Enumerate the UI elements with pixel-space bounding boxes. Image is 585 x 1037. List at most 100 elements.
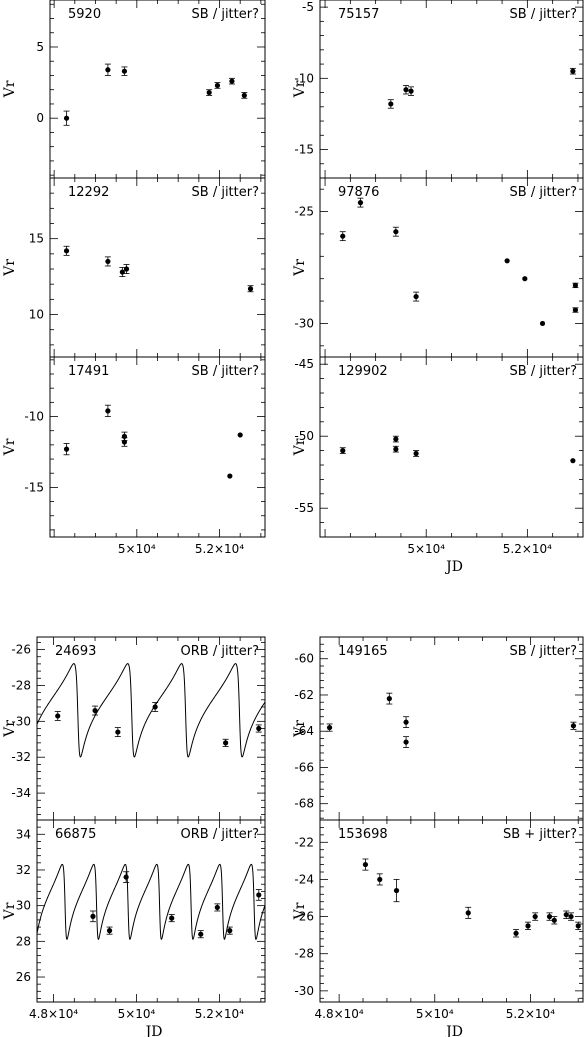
y-axis-label: Vr xyxy=(292,259,308,277)
y-tick-label: -32 xyxy=(11,750,31,764)
data-point xyxy=(403,739,409,745)
y-axis-label: Vr xyxy=(292,80,308,98)
y-tick-label: -28 xyxy=(294,947,314,961)
panel-75157: -5 -10 -15 Vr 75157 SB / jitter? xyxy=(292,0,584,179)
data-point xyxy=(413,293,419,300)
classification-label: ORB / jitter? xyxy=(181,827,260,842)
x-tick-label: 5×10⁴ xyxy=(118,542,156,556)
x-tick-label: 5.2×10⁴ xyxy=(503,542,552,556)
star-id-label: 149165 xyxy=(338,644,388,659)
data-point xyxy=(105,408,111,414)
y-tick-label: -5 xyxy=(302,0,314,14)
classification-label: SB / jitter? xyxy=(192,7,259,22)
data-point xyxy=(106,928,113,934)
y-tick-label: -26 xyxy=(11,643,31,657)
star-id-label: 153698 xyxy=(338,827,388,842)
orbit-curve xyxy=(37,663,265,758)
x-tick-label: 5×10⁴ xyxy=(407,542,445,556)
data-point xyxy=(413,450,419,457)
panel-129902: -45 -50 -55 5×10⁴ 5.2×10⁴ JD Vr 129902 SB / jitt… xyxy=(292,356,584,575)
data-point xyxy=(63,446,70,452)
x-axis-label: JD xyxy=(444,559,463,575)
y-tick-label: -64 xyxy=(294,724,314,738)
data-point xyxy=(570,723,577,729)
data-point xyxy=(513,930,519,936)
data-point xyxy=(386,696,392,702)
star-id-label: 97876 xyxy=(338,185,379,200)
panel-66875: 26 28 30 32 34 4.8×10⁴ 5×10⁴ 5.2×10⁴ JD Vr 66875 OR… xyxy=(2,819,266,1037)
data-point xyxy=(546,913,553,920)
star-id-label: 5920 xyxy=(68,7,101,22)
y-tick-label: -24 xyxy=(294,872,314,886)
panel-5920: 0 5 Vr 5920 SB / jitter? xyxy=(2,0,266,179)
y-tick-label: -25 xyxy=(294,205,314,219)
data-point xyxy=(152,704,158,710)
x-axis-label: JD xyxy=(444,1024,463,1037)
y-tick-label: -50 xyxy=(294,429,314,443)
y-tick-label: -28 xyxy=(11,678,31,692)
y-tick-label: -60 xyxy=(294,652,314,666)
y-tick-label: 30 xyxy=(16,899,31,913)
y-tick-label: -15 xyxy=(24,480,44,494)
data-point xyxy=(229,78,235,84)
x-tick-label: 5×10⁴ xyxy=(118,1007,156,1021)
data-point xyxy=(568,913,574,920)
data-point xyxy=(570,458,576,464)
y-tick-label: 32 xyxy=(16,863,31,877)
data-point xyxy=(403,719,409,725)
data-point xyxy=(63,248,70,254)
data-point xyxy=(377,876,383,883)
y-tick-label: -68 xyxy=(294,797,314,811)
data-point xyxy=(340,448,346,454)
star-id-label: 75157 xyxy=(338,7,379,22)
data-point xyxy=(551,917,557,923)
data-point xyxy=(227,473,233,479)
y-tick-label: -30 xyxy=(11,714,31,728)
data-point xyxy=(123,266,130,272)
data-point xyxy=(393,436,399,442)
panel-frame xyxy=(319,636,584,821)
data-point xyxy=(214,82,221,89)
data-point xyxy=(214,904,220,911)
y-axis-label: Vr xyxy=(292,902,308,920)
x-axis-label: JD xyxy=(144,1024,163,1037)
panel-97876: -25 -30 Vr 97876 SB / jitter? xyxy=(292,177,584,358)
data-point xyxy=(198,931,204,937)
data-point xyxy=(169,915,175,921)
y-tick-label: -22 xyxy=(294,835,314,849)
classification-label: SB + jitter? xyxy=(503,827,577,842)
x-tick-label: 5×10⁴ xyxy=(416,1007,454,1021)
data-point xyxy=(247,286,254,292)
star-id-label: 66875 xyxy=(55,827,96,842)
x-tick-label: 5.2×10⁴ xyxy=(506,1007,555,1021)
data-point xyxy=(123,874,129,880)
y-tick-label: -26 xyxy=(294,910,314,924)
panel-24693: -26 -28 -30 -32 -34 Vr 24693 ORB / jitter? xyxy=(2,636,266,821)
y-axis-label: Vr xyxy=(2,902,18,920)
data-point xyxy=(525,923,531,929)
data-point xyxy=(357,200,364,206)
panel-frame xyxy=(319,0,584,179)
panel-frame xyxy=(49,177,266,358)
data-point xyxy=(92,707,98,714)
x-tick-label: 5.2×10⁴ xyxy=(195,1007,244,1021)
data-point xyxy=(63,115,70,121)
panel-frame xyxy=(49,0,266,179)
panel-frame xyxy=(36,819,266,1003)
data-point xyxy=(465,910,471,916)
data-point xyxy=(55,713,61,719)
data-point xyxy=(223,740,229,746)
y-tick-label: -10 xyxy=(24,410,44,424)
data-point xyxy=(256,725,262,732)
panel-frame xyxy=(49,356,266,538)
y-axis-label: Vr xyxy=(292,720,308,738)
x-tick-label: 5.2×10⁴ xyxy=(195,542,244,556)
data-point xyxy=(388,101,394,107)
y-tick-label: 28 xyxy=(16,934,31,948)
y-axis-label: Vr xyxy=(2,80,18,98)
data-point xyxy=(256,892,262,898)
x-tick-label: 4.8×10⁴ xyxy=(29,1007,78,1021)
star-id-label: 24693 xyxy=(55,644,96,659)
y-tick-label: -15 xyxy=(294,143,314,157)
